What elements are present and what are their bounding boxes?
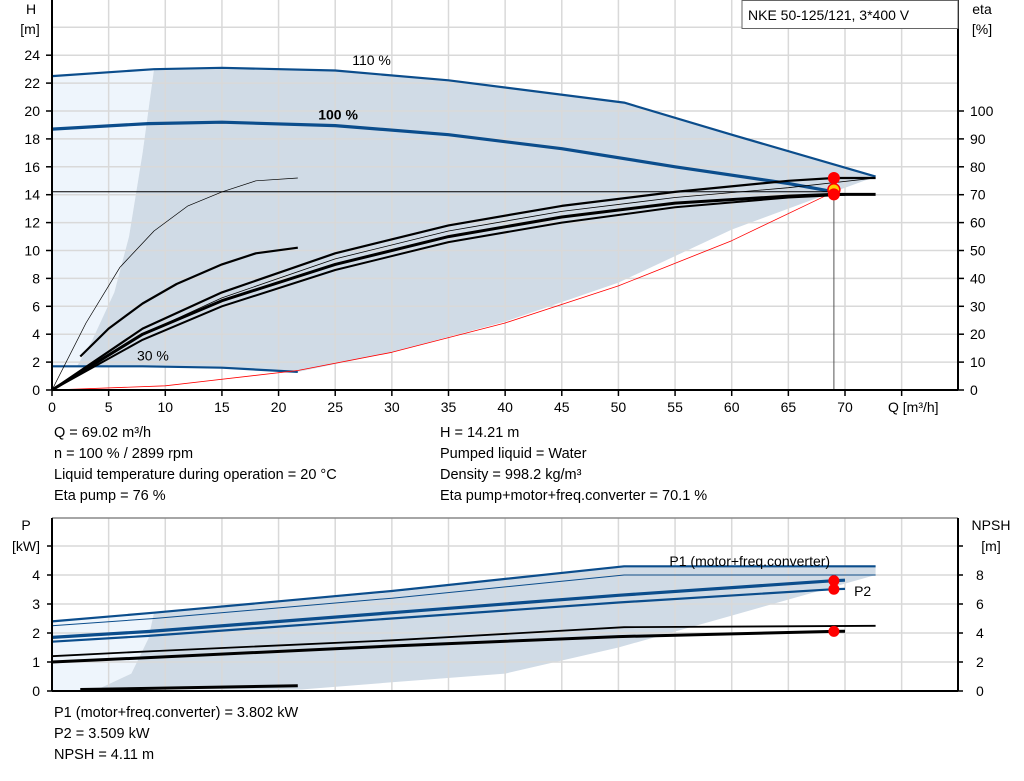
curve-eta-total [51,192,876,392]
info-h: H = 14.21 m [440,425,520,441]
npsh-tick-label: 0 [976,683,984,699]
title-box [741,0,959,29]
curve-speed-30 [52,365,298,373]
y2-tick-label: 20 [970,326,986,342]
x-tick-label: 20 [271,399,287,415]
info-eta-total: Eta pump+motor+freq.converter = 70.1 % [440,488,708,504]
x-tick-label: 30 [384,399,400,415]
curve-eta-low-speed-thin [51,177,298,391]
npsh-tick-label: 8 [976,567,984,583]
y2-tick-label: 40 [970,270,986,286]
info-density: Density = 998.2 kg/m³ [440,467,582,483]
y-tick-label: 24 [24,47,40,63]
light-region [52,69,154,367]
chart-title: NKE 50-125/121, 3*400 V [748,7,910,23]
y-tick-label: 18 [24,131,40,147]
npsh-marker [828,625,840,637]
y2-tick-label: 80 [970,159,986,175]
x-tick-label: 25 [327,399,343,415]
info-eta-pump: Eta pump = 76 % [54,488,166,504]
p-tick-label: 1 [32,654,40,670]
y2-tick-label: 60 [970,215,986,231]
x-tick-label: 40 [497,399,513,415]
y-tick-label: 8 [32,270,40,286]
y-tick-label: 20 [24,103,40,119]
p-axis-unit: [kW] [12,538,40,554]
x-tick-label: 60 [724,399,740,415]
y2-axis-label: eta [972,1,992,17]
y-tick-label: 6 [32,298,40,314]
curve-eta-pump [51,176,876,391]
npsh-tick-label: 2 [976,654,984,670]
info-q: Q = 69.02 m³/h [54,425,152,441]
curve-p-low-speed [80,684,298,691]
speed-label: 30 % [137,348,169,364]
y-tick-label: 4 [32,326,40,342]
y-tick-label: 14 [24,187,40,203]
p-tick-label: 3 [32,596,40,612]
x-tick-label: 70 [837,399,853,415]
npsh-axis-label: NPSH [972,517,1011,533]
speed-label: 110 % [352,52,391,68]
x-tick-label: 55 [667,399,683,415]
x-tick-label: 45 [554,399,570,415]
x-tick-label: 0 [48,399,56,415]
curve-eta-total-2 [51,193,846,391]
curve-npsh-110 [51,624,876,658]
info-liquid: Pumped liquid = Water [440,446,587,462]
y-tick-label: 12 [24,215,40,231]
curve-speed-110 [51,66,876,178]
y-axis-unit: [m] [20,21,39,37]
y2-tick-label: 100 [970,103,994,119]
x-tick-label: 35 [441,399,457,415]
operating-region-bottom [97,566,876,690]
info-speed: n = 100 % / 2899 rpm [54,446,194,462]
y-tick-label: 0 [32,382,40,398]
x-tick-label: 10 [157,399,173,415]
info-p2: P2 = 3.509 kW [54,726,150,742]
p1-label: P1 (motor+freq.converter) [669,553,830,569]
eta-total-marker [827,188,840,201]
p1-marker [828,575,840,587]
x-tick-label: 50 [611,399,627,415]
curve-p1-110 [51,565,876,623]
p-axis-label: P [21,517,30,533]
x-tick-label: 65 [781,399,797,415]
y-tick-label: 16 [24,159,40,175]
info-p1: P1 (motor+freq.converter) = 3.802 kW [54,705,299,721]
y2-tick-label: 10 [970,354,986,370]
y2-axis-unit: [%] [972,21,992,37]
x-tick-label: 15 [214,399,230,415]
y-tick-label: 22 [24,75,40,91]
y2-tick-label: 70 [970,187,986,203]
p-tick-label: 2 [32,625,40,641]
p2-marker [828,583,840,595]
curve-eta-low-speed [79,246,298,358]
p-tick-label: 0 [32,683,40,699]
curve-p2-110 [51,574,876,627]
y2-tick-label: 90 [970,131,986,147]
y-tick-label: 2 [32,354,40,370]
info-npsh: NPSH = 4.11 m [54,747,155,763]
p-tick-label: 4 [32,567,40,583]
npsh-tick-label: 6 [976,596,984,612]
curve-system [51,191,835,391]
info-temperature: Liquid temperature during operation = 20… [54,467,337,483]
y2-tick-label: 30 [970,298,986,314]
y2-tick-label: 0 [970,382,978,398]
y-tick-label: 10 [24,243,40,259]
npsh-tick-label: 4 [976,625,984,641]
speed-label: 100 % [318,106,358,122]
npsh-axis-unit: [m] [981,538,1000,554]
y-axis-label: H [26,1,36,17]
x-axis-label: Q [m³/h] [888,399,939,415]
y2-tick-label: 50 [970,243,986,259]
curve-speed-100 [51,120,835,194]
x-tick-label: 5 [105,399,113,415]
eta-pump-marker [827,171,840,184]
p2-label: P2 [854,583,871,599]
